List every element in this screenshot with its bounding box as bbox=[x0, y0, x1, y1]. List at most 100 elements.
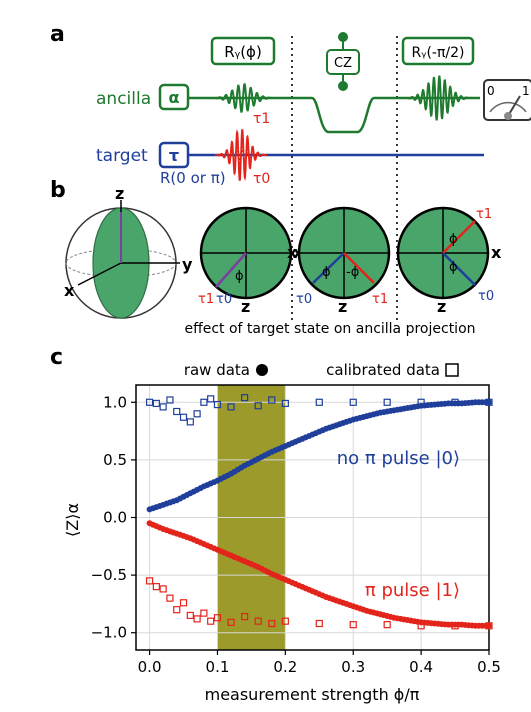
disk3-phi-upper: ϕ bbox=[449, 232, 458, 247]
data-point-calibrated bbox=[200, 609, 208, 617]
series-label-no-pi: no π pulse |0⟩ bbox=[337, 448, 460, 469]
y-axis-label: ⟨Z⟩α bbox=[63, 503, 82, 537]
data-point-calibrated bbox=[193, 410, 201, 418]
disk2-minus-phi: -ϕ bbox=[346, 265, 359, 280]
y-tick-label: 1.0 bbox=[103, 393, 127, 411]
y-tick-label: 0.5 bbox=[103, 451, 127, 469]
meter-zero: 0 bbox=[487, 84, 495, 98]
data-point-calibrated bbox=[159, 585, 167, 593]
data-point-calibrated bbox=[213, 614, 222, 622]
x-tick-label: 0.1 bbox=[206, 658, 230, 676]
disk2-tau1: τ1 bbox=[372, 292, 388, 307]
data-point-calibrated bbox=[485, 398, 493, 406]
data-point-raw bbox=[486, 399, 492, 406]
data-point-calibrated bbox=[193, 615, 201, 623]
data-point-calibrated bbox=[254, 402, 262, 410]
data-point-calibrated bbox=[315, 398, 323, 406]
data-point-calibrated bbox=[349, 621, 357, 629]
data-point-calibrated bbox=[213, 400, 222, 409]
disk3-z: z bbox=[437, 297, 446, 316]
disk2-phi: ϕ bbox=[322, 265, 331, 280]
data-point-calibrated bbox=[179, 413, 188, 421]
data-point-calibrated bbox=[268, 619, 276, 628]
tau0-label: τ0 bbox=[253, 171, 270, 187]
disk2-z: z bbox=[338, 297, 347, 316]
data-point-calibrated bbox=[451, 398, 459, 406]
data-point-calibrated bbox=[241, 394, 249, 402]
data-point-calibrated bbox=[207, 395, 215, 403]
projection-disk-3 bbox=[396, 206, 490, 300]
data-point-raw bbox=[486, 622, 492, 629]
data-point-calibrated bbox=[417, 622, 425, 630]
data-point-calibrated bbox=[179, 599, 188, 607]
ancilla-pulse-left bbox=[214, 83, 272, 113]
x-tick-label: 0.4 bbox=[409, 658, 433, 676]
data-point-calibrated bbox=[315, 619, 323, 628]
bloch-sphere bbox=[65, 200, 180, 319]
data-point-calibrated bbox=[417, 398, 425, 406]
disk3-x: x bbox=[491, 243, 502, 262]
gate-ry-phi-label: Rᵧ(ϕ) bbox=[224, 43, 262, 61]
disk3-tau0: τ0 bbox=[478, 289, 494, 304]
x-tick-label: 0.0 bbox=[138, 658, 162, 676]
data-point-calibrated bbox=[173, 606, 181, 614]
data-point-calibrated bbox=[254, 617, 262, 625]
bloch-y-axis: y bbox=[182, 255, 193, 274]
projection-disk-1 bbox=[199, 206, 293, 300]
data-point-calibrated bbox=[281, 399, 289, 408]
panel-label-a: a bbox=[50, 22, 65, 47]
bloch-x-axis: x bbox=[64, 281, 75, 300]
data-point-calibrated bbox=[200, 398, 208, 406]
disk2-x: x bbox=[287, 243, 298, 262]
y-tick-label: −1.0 bbox=[91, 624, 127, 642]
data-point-calibrated bbox=[281, 617, 289, 625]
data-point-calibrated bbox=[152, 399, 160, 408]
x-tick-label: 0.3 bbox=[341, 658, 365, 676]
target-symbol: τ bbox=[169, 146, 179, 165]
data-point-calibrated bbox=[227, 403, 235, 411]
tau1-label: τ1 bbox=[253, 111, 270, 127]
y-tick-label: −0.5 bbox=[91, 566, 127, 584]
disk3-phi-lower: ϕ bbox=[449, 260, 458, 275]
data-point-calibrated bbox=[186, 418, 194, 426]
gate-ry-minus-pi-half-label: Rᵧ(-π/2) bbox=[412, 45, 465, 61]
gate-ry-phi bbox=[210, 36, 276, 66]
meter-icon bbox=[483, 79, 531, 121]
data-point-calibrated bbox=[152, 583, 160, 591]
target-rotation-label: R(0 or π) bbox=[160, 169, 226, 187]
ancilla-symbol: α bbox=[169, 88, 180, 107]
legend-raw-label: raw data bbox=[184, 361, 250, 379]
bloch-z-axis: z bbox=[115, 184, 124, 203]
data-point-calibrated bbox=[383, 398, 391, 406]
data-point-calibrated bbox=[186, 611, 194, 620]
x-tick-label: 0.2 bbox=[273, 658, 297, 676]
disk1-tau0: τ0 bbox=[216, 292, 232, 307]
data-point-calibrated bbox=[145, 398, 154, 406]
disk2-tau0: τ0 bbox=[296, 292, 312, 307]
data-point-calibrated bbox=[349, 398, 357, 406]
legend-calibrated-label: calibrated data bbox=[326, 361, 440, 379]
disk3-tau1: τ1 bbox=[476, 207, 492, 222]
data-point-calibrated bbox=[159, 403, 167, 411]
data-point-calibrated bbox=[166, 594, 174, 602]
panel-label-b: b bbox=[50, 178, 66, 203]
projection-disk-2 bbox=[297, 206, 391, 300]
ancilla-label: ancilla bbox=[96, 89, 151, 109]
x-axis-label: measurement strength ϕ/π bbox=[205, 685, 420, 704]
meter-one: 1 bbox=[522, 84, 530, 98]
data-point-calibrated bbox=[451, 622, 459, 630]
panel-b-caption: effect of target state on ancilla projec… bbox=[184, 321, 475, 337]
series-label-pi: π pulse |1⟩ bbox=[365, 580, 460, 601]
legend-calibrated-marker bbox=[445, 363, 459, 377]
data-point-calibrated bbox=[145, 577, 154, 585]
disk1-tau1: τ1 bbox=[198, 292, 214, 307]
panel-label-c: c bbox=[50, 345, 64, 370]
data-point-calibrated bbox=[207, 617, 215, 625]
target-box bbox=[158, 141, 190, 169]
gate-ry-minus-pi-half bbox=[401, 36, 475, 66]
ancilla-box bbox=[158, 83, 190, 111]
ancilla-pulse-right bbox=[407, 75, 469, 121]
target-label: target bbox=[96, 146, 148, 166]
